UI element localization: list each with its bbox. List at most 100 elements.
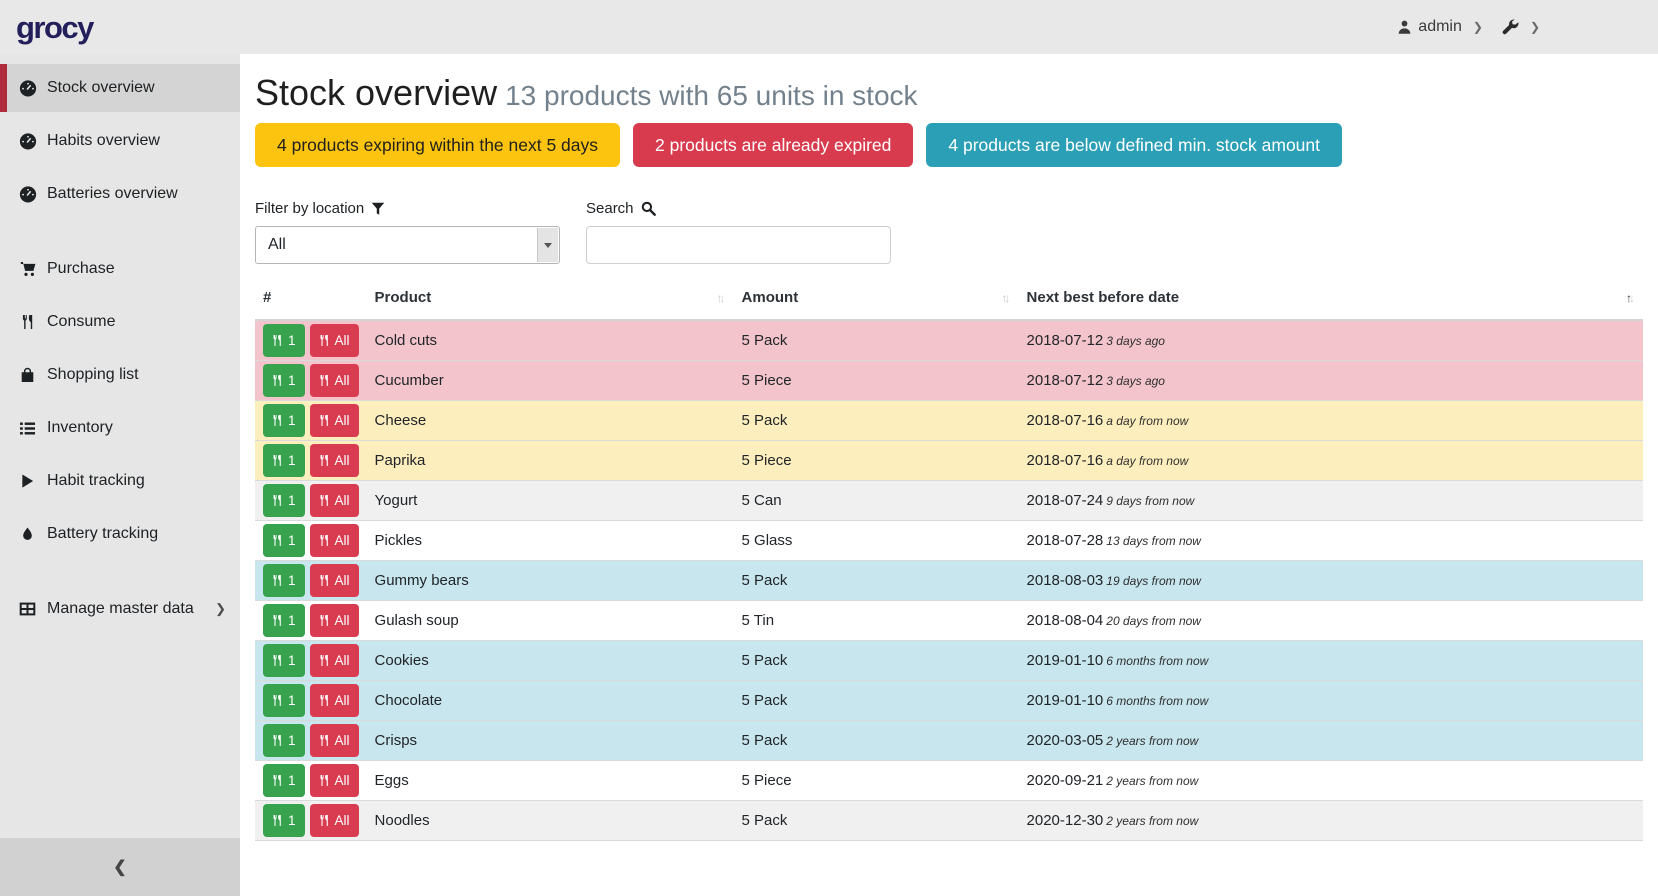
location-select[interactable]: All <box>255 226 560 265</box>
sort-icon[interactable]: ↑ ↓ <box>1626 290 1635 305</box>
best-before-date: 2018-08-04 <box>1026 612 1104 630</box>
best-before-cell: 2018-07-12 3 days ago <box>1018 320 1643 362</box>
column-header-amount[interactable]: Amount ↑ ↓ <box>733 279 1019 322</box>
consume-one-button[interactable]: 1 <box>263 644 305 678</box>
consume-one-button[interactable]: 1 <box>263 524 305 558</box>
consume-all-button[interactable]: All <box>309 364 359 398</box>
table-row: 1 All Paprika 5 Piece 2018-07-16 a day fr… <box>255 440 1643 482</box>
table-row: 1 All Pickles 5 Glass 2018-07-28 13 days … <box>255 520 1643 562</box>
utensils-icon <box>273 535 281 547</box>
utensils-icon <box>320 575 328 587</box>
consume-all-button[interactable]: All <box>309 444 359 478</box>
consume-all-button[interactable]: All <box>309 724 359 758</box>
consume-all-button[interactable]: All <box>309 644 359 678</box>
sidebar-item-batteries-overview[interactable]: Batteries overview <box>0 170 240 218</box>
page-title: Stock overview 13 products with 65 units … <box>255 72 918 113</box>
consume-one-button[interactable]: 1 <box>263 684 305 718</box>
select-dropdown-arrow <box>537 228 558 263</box>
utensils-icon <box>320 615 328 627</box>
best-before-date: 2020-03-05 <box>1026 732 1104 750</box>
product-amount: 5 Pack <box>733 560 1019 602</box>
consume-all-button[interactable]: All <box>309 484 359 518</box>
column-header-best-before-date[interactable]: Next best before date ↑ ↓ <box>1018 279 1643 322</box>
user-name: admin <box>1418 18 1462 35</box>
badge-expired[interactable]: 2 products are already expired <box>633 123 914 168</box>
relative-time: 3 days ago <box>1106 374 1165 389</box>
consume-all-button[interactable]: All <box>309 404 359 438</box>
sidebar-item-consume[interactable]: Consume <box>0 298 240 346</box>
user-menu[interactable]: admin <box>1397 18 1462 36</box>
table-row: 1 All Chocolate 5 Pack 2019-01-10 6 month… <box>255 680 1643 722</box>
consume-all-button[interactable]: All <box>309 564 359 598</box>
product-name: Gulash soup <box>366 600 734 642</box>
status-badges: 4 products expiring within the next 5 da… <box>255 123 1643 168</box>
column-header-product[interactable]: Product ↑ ↓ <box>366 279 734 322</box>
best-before-cell: 2018-07-16 a day from now <box>1018 440 1643 482</box>
consume-all-button[interactable]: All <box>309 764 359 798</box>
consume-all-button[interactable]: All <box>309 804 359 838</box>
chevron-left-icon: ❮ <box>113 859 127 876</box>
product-amount: 5 Pack <box>733 680 1019 722</box>
badge-below-min-stock[interactable]: 4 products are below defined min. stock … <box>926 123 1342 168</box>
sidebar-item-stock-overview[interactable]: Stock overview <box>0 64 240 112</box>
table-row: 1 All Gulash soup 5 Tin 2018-08-04 20 day… <box>255 600 1643 642</box>
chevron-right-icon[interactable]: ❯ <box>1529 20 1540 34</box>
best-before-date: 2020-12-30 <box>1026 812 1104 830</box>
consume-all-button[interactable]: All <box>309 604 359 638</box>
consume-one-button[interactable]: 1 <box>263 564 305 598</box>
consume-one-button[interactable]: 1 <box>263 364 305 398</box>
utensils-icon <box>320 455 328 467</box>
product-amount: 5 Can <box>733 480 1019 522</box>
utensils-icon <box>273 655 281 667</box>
consume-one-button[interactable]: 1 <box>263 404 305 438</box>
best-before-cell: 2020-12-30 2 years from now <box>1018 800 1643 842</box>
utensils-icon <box>273 695 281 707</box>
consume-one-button[interactable]: 1 <box>263 764 305 798</box>
sidebar-item-habits-overview[interactable]: Habits overview <box>0 117 240 165</box>
utensils-icon <box>320 535 328 547</box>
product-amount: 5 Piece <box>733 760 1019 802</box>
sidebar-item-shopping-list[interactable]: Shopping list <box>0 351 240 399</box>
sort-icon[interactable]: ↑ ↓ <box>716 290 726 305</box>
best-before-date: 2019-01-10 <box>1026 652 1104 670</box>
chevron-right-icon: ❯ <box>215 601 226 616</box>
settings-menu[interactable] <box>1502 19 1519 36</box>
consume-all-button[interactable]: All <box>309 524 359 558</box>
sidebar-item-inventory[interactable]: Inventory <box>0 404 240 452</box>
utensils-icon <box>320 495 328 507</box>
consume-one-button[interactable]: 1 <box>263 804 305 838</box>
table-row: 1 All Crisps 5 Pack 2020-03-05 2 years fr… <box>255 720 1643 762</box>
sort-icon[interactable]: ↑ ↓ <box>1001 290 1011 305</box>
user-icon <box>1397 19 1412 35</box>
consume-one-button[interactable]: 1 <box>263 484 305 518</box>
consume-all-button[interactable]: All <box>309 324 359 358</box>
grocy-logo[interactable]: grocy <box>16 9 94 45</box>
sidebar-collapse-button[interactable]: ❮ <box>0 838 240 896</box>
tachometer-icon <box>18 79 37 97</box>
best-before-cell: 2018-07-16 a day from now <box>1018 400 1643 442</box>
sidebar-item-purchase[interactable]: Purchase <box>0 245 240 293</box>
consume-one-button[interactable]: 1 <box>263 324 305 358</box>
consume-all-button[interactable]: All <box>309 684 359 718</box>
search-icon <box>641 202 656 217</box>
chevron-right-icon[interactable]: ❯ <box>1472 20 1483 34</box>
relative-time: 20 days from now <box>1106 614 1201 629</box>
utensils-icon <box>320 695 328 707</box>
search-input[interactable] <box>586 226 891 265</box>
relative-time: 6 months from now <box>1106 654 1209 669</box>
sidebar-item-manage-master-data[interactable]: Manage master data ❯ <box>0 585 240 633</box>
sidebar-item-label: Batteries overview <box>47 185 178 202</box>
badge-expiring[interactable]: 4 products expiring within the next 5 da… <box>255 123 621 168</box>
product-name: Crisps <box>366 720 734 762</box>
utensils-icon <box>320 735 328 747</box>
sidebar-item-battery-tracking[interactable]: Battery tracking <box>0 510 240 558</box>
consume-one-button[interactable]: 1 <box>263 604 305 638</box>
product-name: Cheese <box>366 400 734 442</box>
product-amount: 5 Pack <box>733 800 1019 842</box>
utensils-icon <box>273 775 281 787</box>
consume-one-button[interactable]: 1 <box>263 444 305 478</box>
utensils-icon <box>273 735 281 747</box>
consume-one-button[interactable]: 1 <box>263 724 305 758</box>
product-amount: 5 Pack <box>733 320 1019 362</box>
sidebar-item-habit-tracking[interactable]: Habit tracking <box>0 457 240 505</box>
